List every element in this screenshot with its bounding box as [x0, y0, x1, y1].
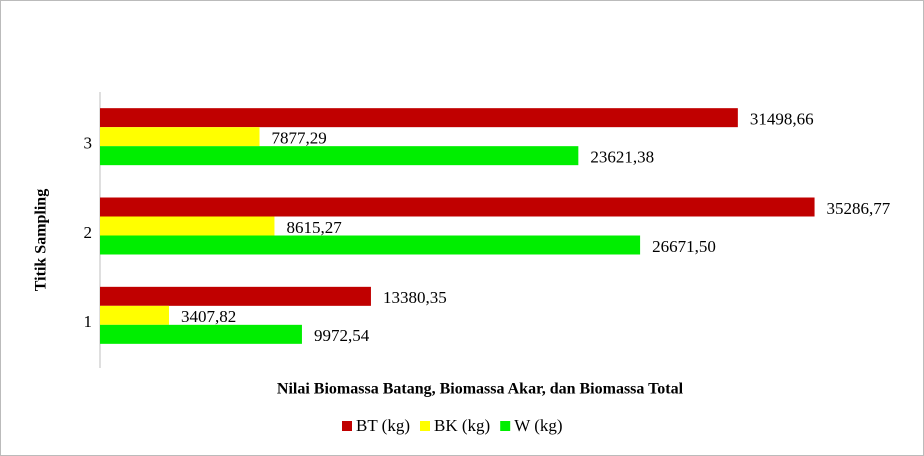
legend-label: W (kg) — [514, 416, 562, 435]
value-label: 8615,27 — [286, 218, 342, 237]
value-label: 35286,77 — [827, 199, 891, 218]
bar — [100, 305, 170, 325]
legend-swatch — [500, 421, 511, 431]
value-label: 9972,54 — [314, 326, 370, 345]
value-label: 23621,38 — [590, 148, 654, 167]
value-label: 3407,82 — [181, 307, 236, 326]
value-label: 7877,29 — [272, 129, 327, 148]
bar — [100, 324, 302, 344]
legend-label: BT (kg) — [356, 416, 410, 435]
legend-swatch — [342, 421, 352, 431]
bar — [100, 286, 371, 306]
bar — [100, 216, 275, 236]
legend-label: BK (kg) — [434, 416, 490, 435]
y-tick-label: 1 — [84, 312, 93, 331]
bar — [100, 108, 738, 128]
y-tick-label: 3 — [84, 134, 93, 153]
legend-swatch — [420, 421, 430, 431]
bar — [100, 235, 641, 255]
y-tick-label: 2 — [84, 223, 93, 242]
bar — [100, 146, 579, 166]
value-label: 13380,35 — [383, 288, 447, 307]
bar — [100, 127, 260, 147]
x-axis-label: Nilai Biomassa Batang, Biomassa Akar, da… — [277, 381, 684, 398]
value-label: 26671,50 — [652, 237, 716, 256]
value-label: 31498,66 — [750, 110, 814, 129]
bar — [100, 197, 815, 217]
y-axis-label: Titik Sampling — [33, 189, 50, 291]
